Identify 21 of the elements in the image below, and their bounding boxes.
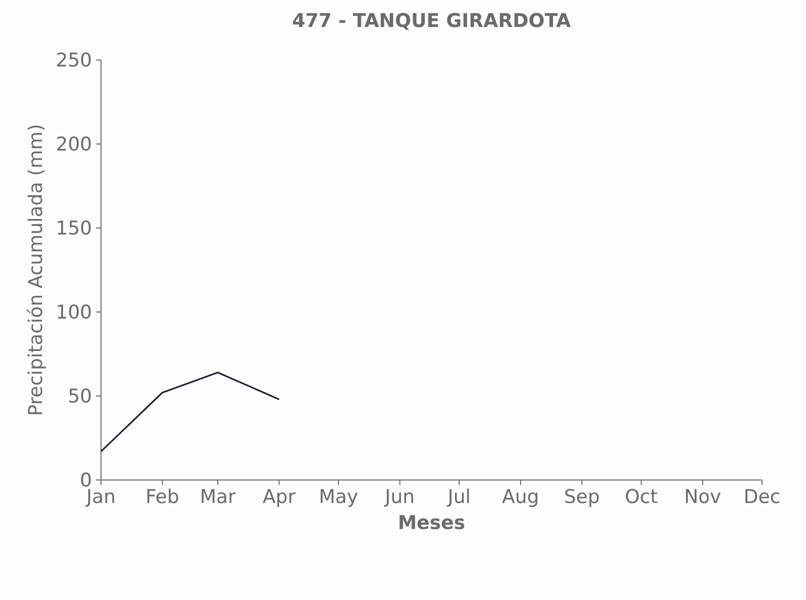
x-tick-label: Sep: [564, 486, 600, 508]
chart-title: 477 - TANQUE GIRARDOTA: [292, 10, 572, 32]
x-tick-label: Mar: [200, 486, 236, 508]
x-axis-title: Meses: [398, 512, 466, 534]
x-tick-label: Feb: [146, 486, 180, 508]
y-tick-label: 50: [68, 386, 92, 408]
x-tick-label: Dec: [744, 486, 780, 508]
x-tick-label: Nov: [684, 486, 722, 508]
y-axis-title: Precipitación Acumulada (mm): [25, 124, 47, 416]
x-tick-label: Apr: [262, 486, 296, 508]
y-tick-label: 150: [56, 218, 92, 240]
y-tick-label: 200: [56, 134, 92, 156]
y-tick-label: 250: [56, 50, 92, 72]
y-tick-label: 100: [56, 302, 92, 324]
x-tick-label: Aug: [502, 486, 540, 508]
x-tick-label: May: [318, 486, 358, 508]
x-tick-label: Jun: [384, 486, 415, 508]
x-tick-label: Jul: [446, 486, 471, 508]
x-tick-label: Oct: [624, 486, 658, 508]
line-series: [100, 372, 280, 452]
x-tick-label: Jan: [85, 486, 116, 508]
